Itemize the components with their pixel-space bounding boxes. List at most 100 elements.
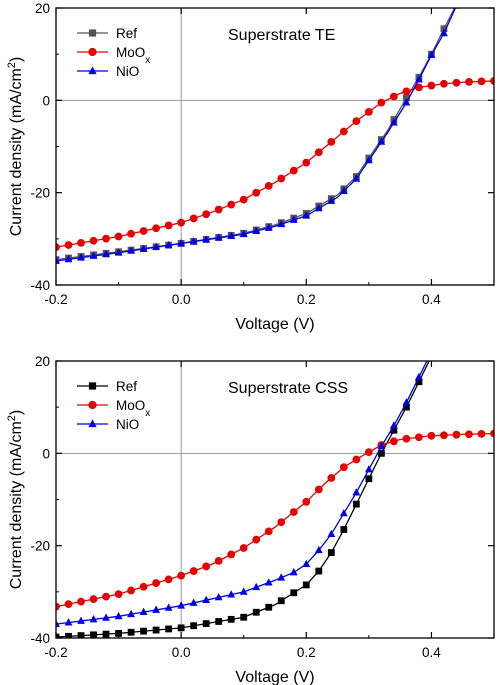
series-moox-point	[364, 448, 373, 457]
legend-entry-nio: NiO	[77, 417, 139, 432]
series-nio-point	[277, 573, 286, 581]
series-moox-point	[477, 429, 486, 438]
y-tick-label: -20	[30, 186, 50, 201]
series-nio-point	[377, 137, 386, 145]
series-moox-point	[114, 590, 123, 599]
series-moox-point	[189, 214, 198, 223]
series-nio-point	[227, 231, 236, 239]
x-axis-label: Voltage (V)	[235, 669, 314, 685]
legend-label: MoOx	[116, 398, 150, 419]
x-tick-label: 0.4	[422, 645, 441, 660]
series-nio-point	[264, 223, 273, 231]
series-moox-point	[289, 166, 298, 175]
series-moox-point	[202, 210, 211, 219]
series-nio-point	[177, 601, 186, 609]
series-nio-point	[164, 603, 173, 611]
series-ref-point	[177, 624, 185, 632]
series-moox-point	[127, 586, 135, 595]
series-moox-point	[465, 430, 473, 439]
series-moox-point	[352, 455, 361, 464]
series-moox	[56, 429, 494, 611]
series-nio-point	[327, 529, 336, 538]
series-moox-point	[427, 81, 436, 90]
series-nio-point	[327, 196, 336, 204]
series-ref-point	[227, 615, 235, 623]
legend-label: Ref	[116, 379, 137, 394]
series-ref-point	[428, 353, 435, 360]
series-moox-point	[302, 497, 311, 506]
series-nio-point	[289, 215, 298, 223]
series-nio-point	[189, 237, 198, 245]
series-ref-point	[152, 626, 160, 634]
series-nio-point	[314, 203, 323, 212]
series-nio-point	[139, 244, 148, 252]
series-moox-point	[127, 229, 135, 238]
series-nio-point	[152, 242, 161, 251]
series-moox-point	[264, 182, 273, 190]
series-moox-point	[465, 77, 473, 86]
series-ref-point	[240, 613, 248, 621]
series-nio-point	[202, 235, 211, 243]
chart-1: -0.2 0.0 0.2 0.4 -40 -20 0 20 Voltage (V) Current…	[6, 1, 495, 333]
series-moox-point	[477, 77, 486, 86]
series-moox-point	[77, 238, 85, 247]
series-moox-point	[289, 508, 298, 516]
series-ref-point	[215, 618, 223, 625]
series-ref-point	[165, 625, 173, 633]
series-ref	[56, 353, 435, 638]
series-nio-point	[164, 240, 173, 249]
y-tick-label: 0	[42, 446, 50, 461]
series-moox-point	[314, 148, 323, 157]
series-moox-point	[177, 218, 186, 227]
series-moox-point	[402, 87, 411, 96]
series-nio-point	[127, 609, 135, 618]
series-ref-point	[90, 631, 97, 638]
series-moox-point	[490, 77, 494, 85]
y-tick-label: 20	[35, 354, 50, 369]
series-nio-point	[377, 442, 386, 450]
series-moox-point	[314, 485, 323, 494]
chart-title: Superstrate TE	[228, 27, 335, 44]
plot-area	[56, 1, 494, 264]
series-nio-point	[114, 248, 123, 256]
series-nio-point	[364, 155, 373, 164]
series-moox-point	[89, 236, 98, 245]
series-nio-point	[177, 239, 186, 247]
series-nio-point	[189, 598, 198, 606]
legend-marker	[88, 29, 97, 37]
series-moox-point	[102, 592, 110, 601]
series-moox-point	[164, 221, 173, 230]
series-ref-point	[265, 603, 273, 611]
series-moox-point	[327, 474, 336, 482]
series-ref-point	[102, 630, 110, 638]
series-moox-point	[264, 527, 273, 536]
series-nio-point	[277, 219, 286, 228]
legend-marker	[88, 382, 97, 390]
x-tick-label: 0.0	[172, 292, 191, 307]
series-ref-point	[453, 1, 460, 8]
series-nio-point	[440, 28, 448, 37]
series-ref-point	[315, 567, 323, 575]
x-axis-label: Voltage (V)	[235, 316, 314, 333]
x-tick-label: -0.2	[44, 292, 67, 307]
series-nio-point	[56, 256, 60, 264]
series-ref-point	[302, 581, 310, 589]
series-ref-point	[340, 526, 348, 533]
series-nio-point	[139, 607, 148, 615]
series-ref-point	[403, 403, 410, 411]
series-nio-point	[428, 347, 436, 354]
series-nio-point	[389, 421, 398, 429]
y-tick-label: 20	[35, 1, 50, 16]
series-moox-point	[402, 434, 411, 443]
series-nio-point	[252, 226, 261, 234]
series-moox-point	[89, 595, 98, 604]
series-moox-point	[427, 431, 436, 440]
series-moox-point	[152, 579, 161, 587]
series-ref-point	[415, 378, 423, 386]
series-nio-point	[402, 398, 411, 406]
series-moox-point	[389, 92, 398, 101]
series-nio-point	[339, 186, 348, 195]
series-nio-point	[415, 75, 423, 83]
series-moox-line	[56, 80, 494, 248]
